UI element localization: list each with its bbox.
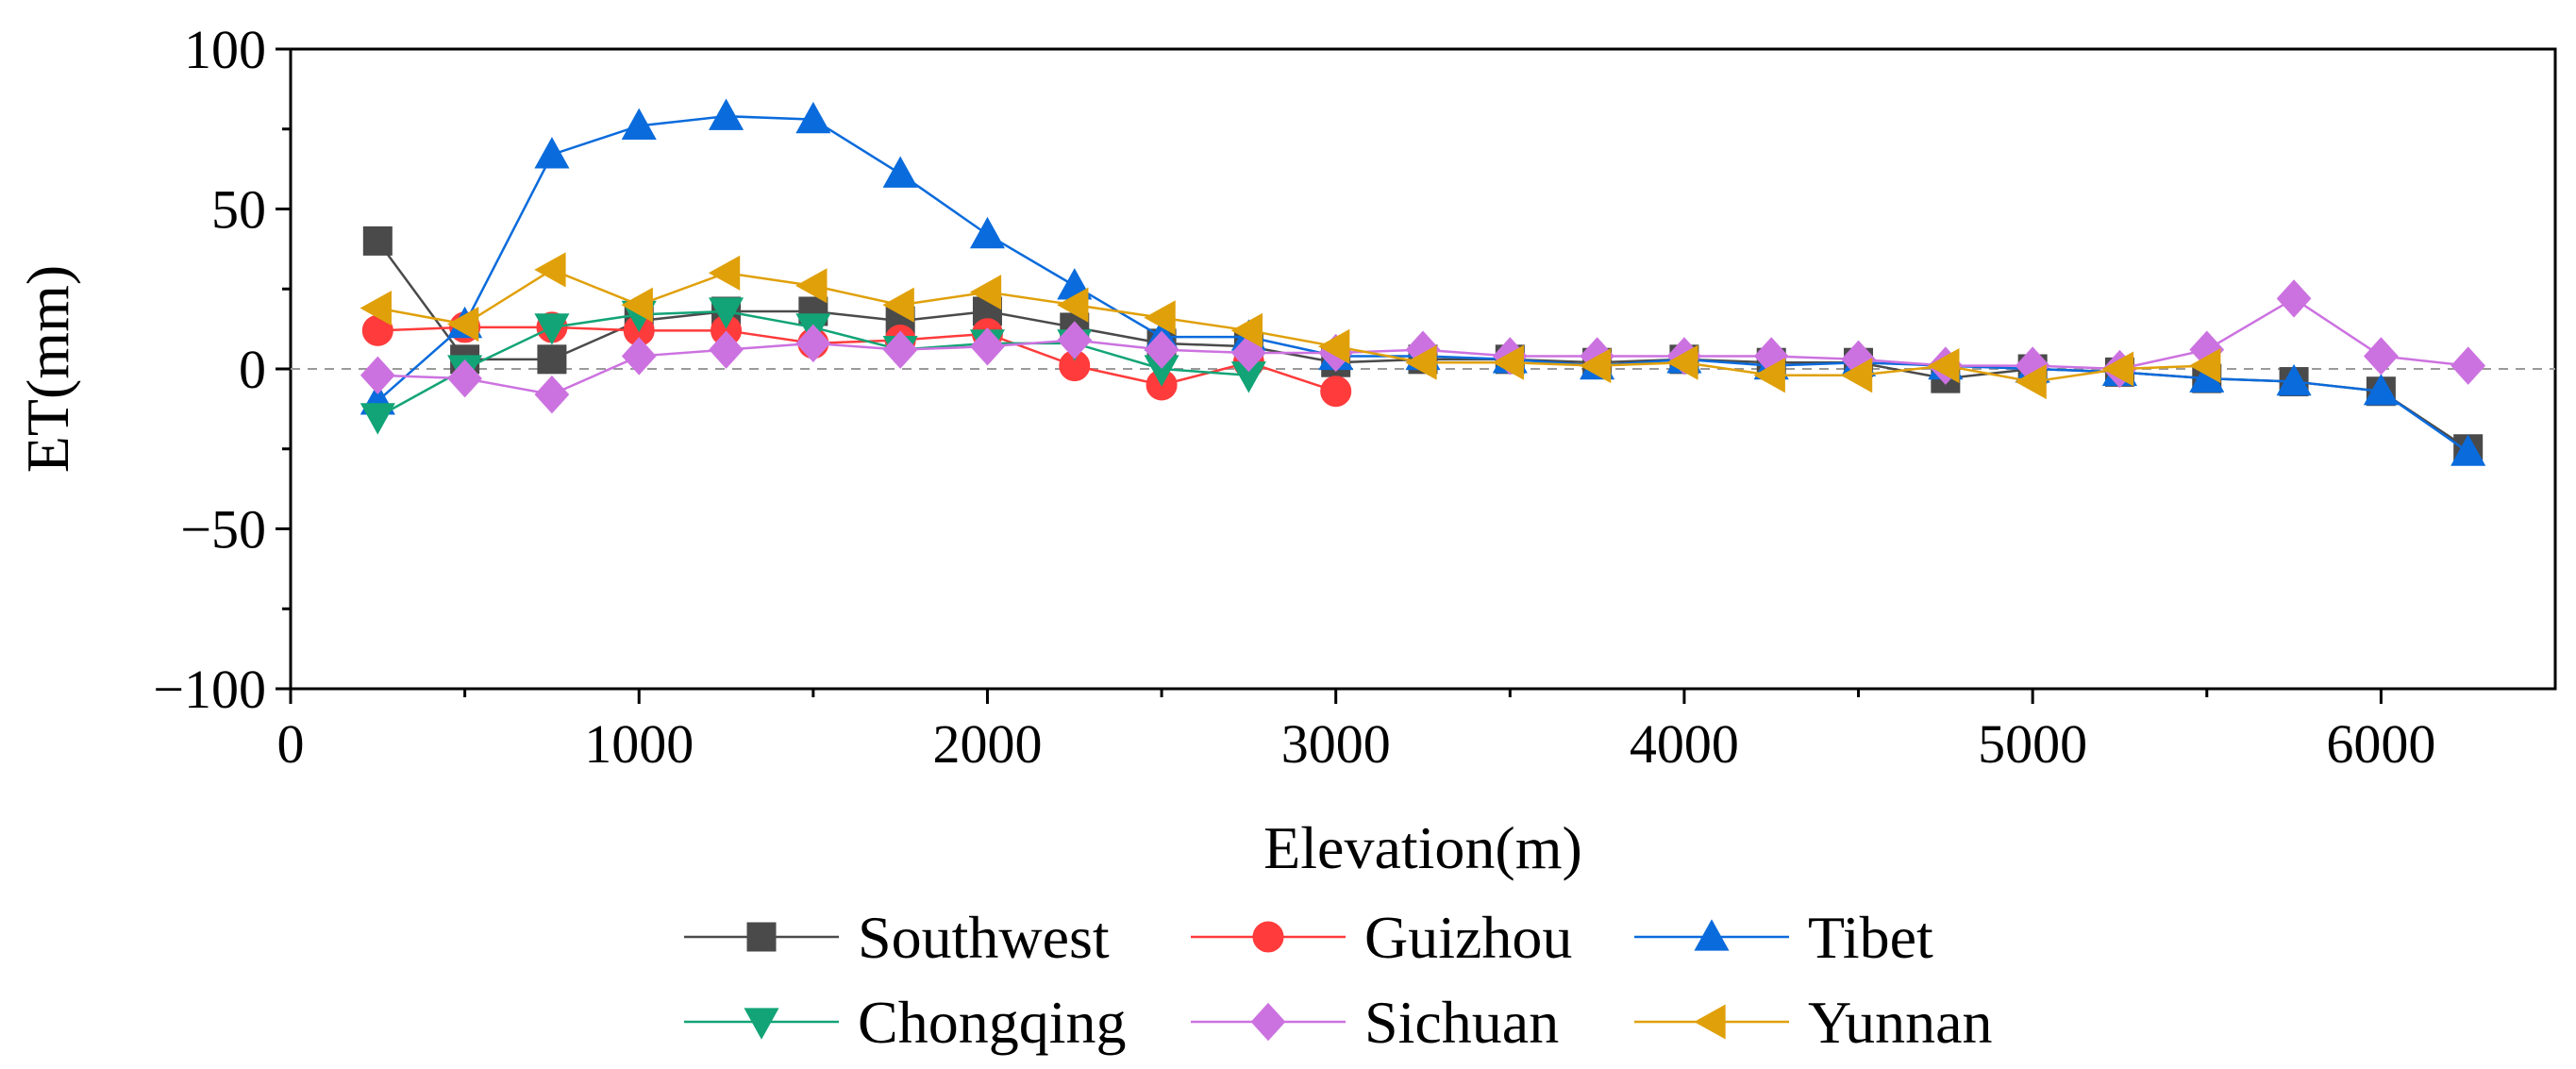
x-tick-label: 6000 [2326, 713, 2435, 775]
data-point-sichuan [534, 375, 570, 414]
data-point-southwest [537, 344, 567, 375]
legend-marker-chongqing [744, 1008, 779, 1040]
x-tick-label: 2000 [932, 713, 1042, 775]
legend-item-guizhou: Guizhou [1191, 904, 1572, 971]
data-point-southwest [362, 225, 393, 256]
data-point-sichuan [970, 327, 1005, 366]
data-point-sichuan [1144, 330, 1179, 369]
series-sichuan [360, 279, 2486, 414]
legend-marker-sichuan [1250, 1002, 1286, 1042]
data-point-yunnan [1405, 344, 1437, 380]
legend-marker-yunnan [1694, 1004, 1726, 1040]
series-line-yunnan [377, 268, 2207, 383]
x-axis: 0 1000 2000 3000 4000 5000 6000 [277, 689, 2435, 775]
data-point-sichuan [2276, 279, 2312, 318]
x-axis-title: Elevation(m) [1263, 814, 1582, 881]
legend: Southwest Guizhou Tibet Chongqing Sichuan Yun… [684, 904, 1993, 1056]
data-point-tibet [534, 137, 570, 169]
data-point-sichuan [795, 324, 831, 363]
data-point-yunnan [1230, 312, 1263, 348]
data-point-yunnan [1753, 358, 1785, 393]
data-point-yunnan [1840, 358, 1873, 393]
legend-label-sichuan: Sichuan [1364, 989, 1559, 1056]
legend-item-southwest: Southwest [684, 904, 1110, 971]
legend-marker-guizhou [1252, 921, 1284, 953]
data-point-sichuan [621, 337, 657, 376]
data-point-tibet [621, 108, 657, 141]
data-point-sichuan [2451, 346, 2486, 385]
data-point-tibet [795, 101, 831, 134]
data-point-sichuan [882, 330, 918, 369]
data-point-yunnan [795, 268, 828, 304]
data-point-chongqing [534, 313, 570, 345]
data-point-yunnan [1928, 348, 1960, 384]
data-point-sichuan [2364, 337, 2399, 376]
data-point-guizhou [1320, 376, 1352, 408]
data-point-sichuan [447, 359, 482, 398]
data-point-yunnan [882, 287, 914, 323]
data-point-yunnan [1492, 344, 1524, 380]
data-point-sichuan [1057, 321, 1093, 359]
data-point-tibet [969, 216, 1006, 249]
data-point-yunnan [1144, 300, 1176, 336]
x-tick-label: 4000 [1630, 713, 1739, 775]
legend-label-guizhou: Guizhou [1364, 904, 1572, 971]
data-point-chongqing [708, 297, 744, 329]
data-point-yunnan [1666, 344, 1698, 380]
data-point-yunnan [1317, 328, 1350, 364]
data-point-sichuan [709, 330, 744, 369]
legend-item-tibet: Tibet [1634, 904, 1933, 971]
x-tick-label: 3000 [1281, 713, 1391, 775]
y-tick-label: −50 [180, 499, 266, 560]
data-point-yunnan [360, 291, 392, 326]
data-point-tibet [2451, 434, 2486, 466]
data-point-yunnan [1057, 287, 1089, 323]
legend-label-chongqing: Chongqing [858, 989, 1126, 1056]
data-point-tibet [708, 98, 744, 130]
legend-label-yunnan: Yunnan [1808, 989, 1993, 1056]
y-tick-label: −100 [153, 659, 266, 720]
y-tick-label: 100 [184, 19, 266, 80]
data-point-tibet [2363, 374, 2399, 406]
data-point-yunnan [2015, 364, 2047, 400]
data-point-yunnan [534, 252, 566, 288]
data-point-yunnan [708, 255, 741, 291]
y-axis: 100 50 0 −50 −100 [153, 19, 291, 720]
legend-label-southwest: Southwest [858, 904, 1110, 971]
data-point-yunnan [2101, 351, 2134, 387]
data-point-sichuan [360, 356, 395, 394]
series-layer [360, 98, 2486, 466]
y-tick-label: 50 [211, 179, 266, 241]
legend-item-yunnan: Yunnan [1634, 989, 1993, 1056]
y-tick-label: 0 [239, 339, 266, 400]
x-tick-label: 0 [277, 713, 305, 775]
data-point-yunnan [969, 275, 1002, 310]
data-point-yunnan [2189, 348, 2221, 384]
series-yunnan [360, 252, 2221, 400]
data-point-tibet [882, 156, 918, 188]
data-point-yunnan [1579, 348, 1612, 384]
legend-marker-tibet [1694, 919, 1730, 951]
x-tick-label: 5000 [1978, 713, 2087, 775]
data-point-chongqing [360, 403, 395, 435]
series-tibet [360, 98, 2486, 466]
series-line-tibet [376, 114, 2469, 454]
legend-marker-southwest [746, 922, 777, 952]
legend-label-tibet: Tibet [1808, 904, 1933, 971]
legend-item-chongqing: Chongqing [684, 989, 1126, 1056]
x-tick-label: 1000 [584, 713, 694, 775]
data-point-yunnan [621, 287, 653, 323]
legend-item-sichuan: Sichuan [1191, 989, 1559, 1056]
data-point-yunnan [446, 306, 479, 342]
data-point-tibet [2276, 363, 2312, 396]
y-axis-title: ET(mm) [14, 265, 81, 473]
